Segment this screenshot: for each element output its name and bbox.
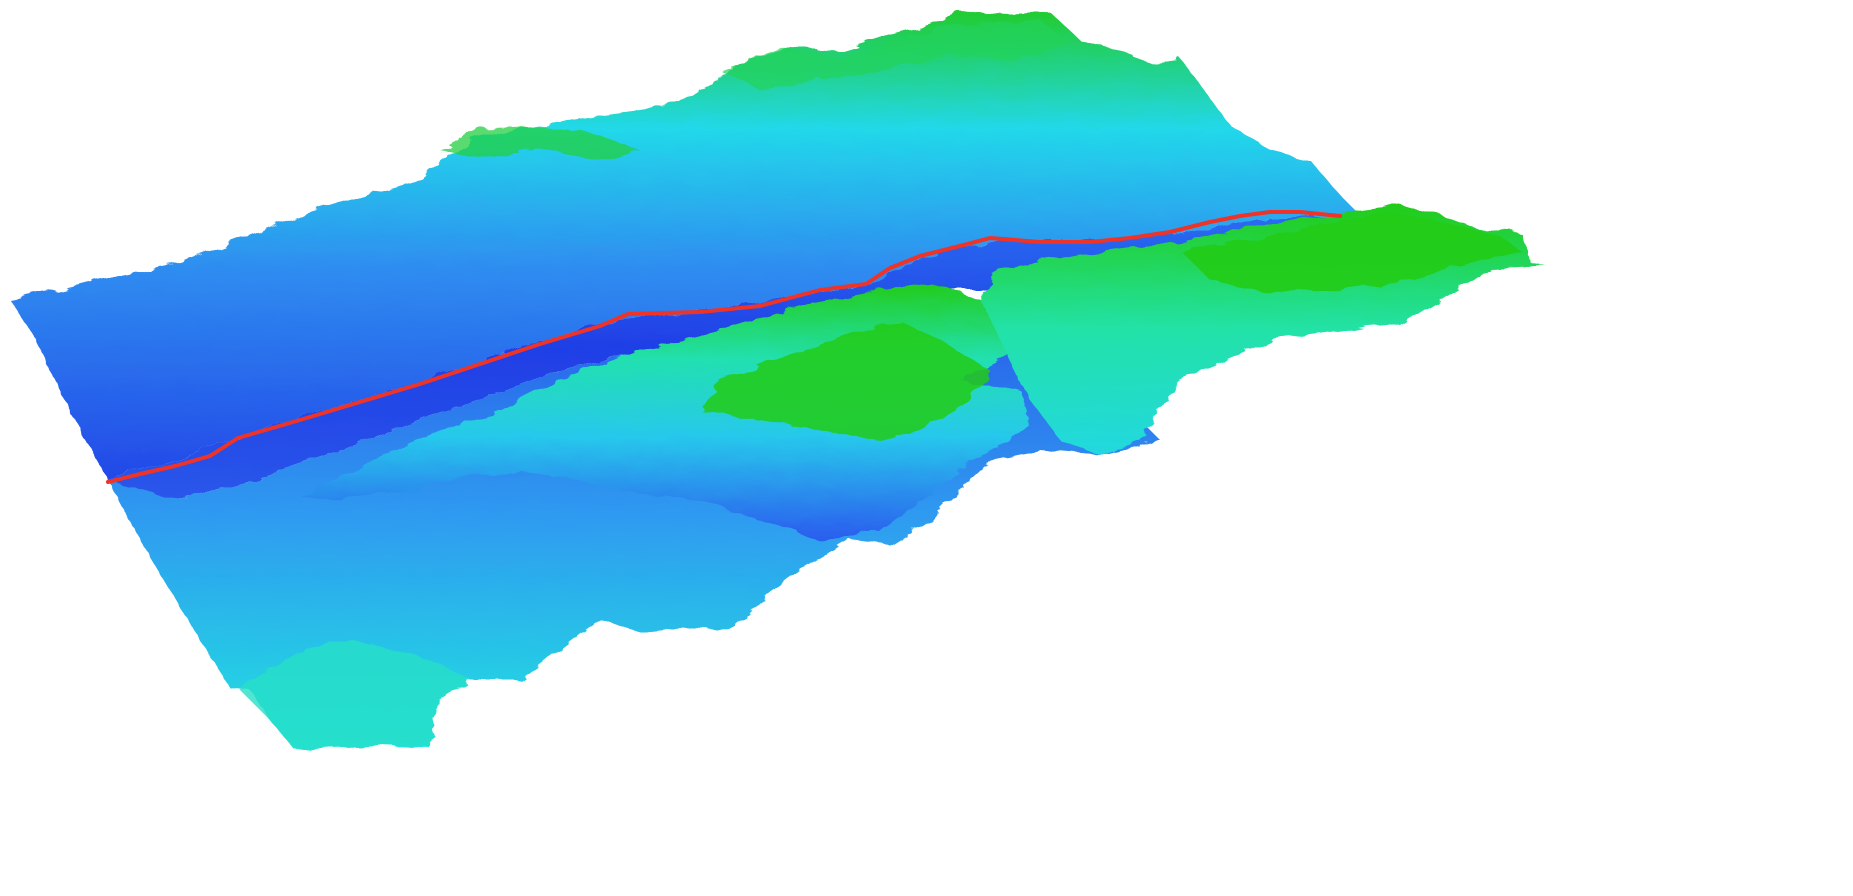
valley-route-line[interactable] (106, 210, 1342, 484)
south-ridge-crest (700, 320, 990, 440)
front-ridge-low (240, 640, 470, 750)
north-slope (10, 12, 1360, 480)
north-ridge-peak (440, 126, 640, 160)
east-ridge-crest (1180, 212, 1520, 292)
north-ridge-peak (720, 20, 1070, 90)
